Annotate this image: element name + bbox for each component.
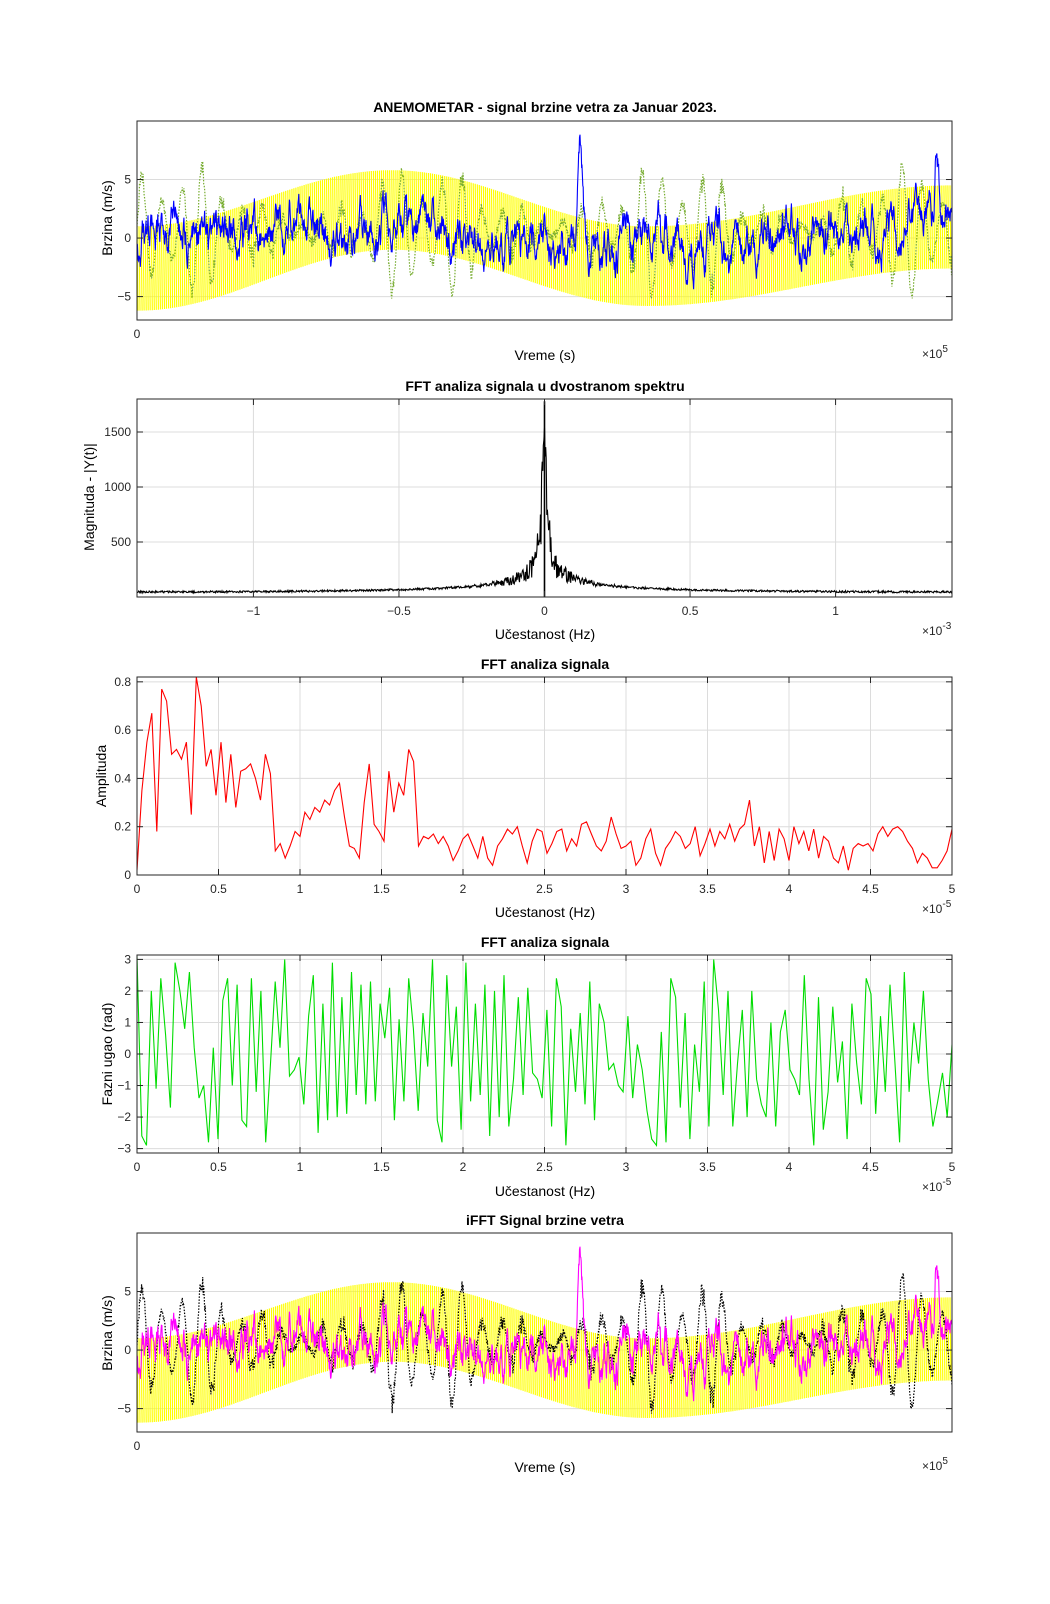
y-tick-label: 0.4 (114, 771, 131, 785)
x-axis-label: Učestanost (Hz) (495, 904, 595, 920)
y-tick-label: 0 (124, 1047, 131, 1061)
x-axis-label: Učestanost (Hz) (495, 1183, 595, 1199)
x-tick-label: 3 (623, 882, 630, 896)
axes-box (136, 1232, 953, 1433)
x-exponent-value: 5 (942, 1456, 948, 1467)
y-tick-label: 0 (124, 868, 131, 882)
x-tick-label: 0.5 (682, 604, 699, 618)
x-tick-label: 1 (297, 882, 304, 896)
x-tick-label: 4 (786, 882, 793, 896)
x-exponent-value: -3 (942, 621, 951, 632)
x-tick-label: 5 (949, 882, 956, 896)
dotted-series (137, 161, 952, 301)
x-tick-label: 1.5 (373, 882, 390, 896)
y-tick-label: 0 (124, 1343, 131, 1357)
x-exponent-label: ×10-3 (922, 621, 952, 638)
y-axis-label: Brzina (m/s) (99, 180, 115, 255)
x-exponent-label: ×105 (922, 1456, 948, 1473)
x-tick-label: 0 (134, 1439, 141, 1453)
y-tick-label: 1000 (104, 480, 131, 494)
x-tick-label: 1 (297, 1160, 304, 1174)
plot-area (137, 1246, 952, 1423)
x-exponent-value: -5 (942, 899, 951, 910)
x-exponent-value: 5 (942, 344, 948, 355)
x-axis-label: Vreme (s) (515, 347, 576, 363)
y-tick-label: −5 (117, 1402, 131, 1416)
y-tick-label: 0.8 (114, 675, 131, 689)
x-tick-label: −0.5 (387, 604, 411, 618)
x-tick-label: 0 (541, 604, 548, 618)
plot-fft-two-sided: FFT analiza signala u dvostranom spektru… (81, 378, 953, 642)
x-tick-label: 0 (134, 882, 141, 896)
y-tick-label: −2 (117, 1110, 131, 1124)
x-tick-label: 2 (460, 882, 467, 896)
x-tick-label: 5 (949, 1160, 956, 1174)
x-exponent-label: ×10-5 (922, 1177, 952, 1194)
y-axis-label: Magnituda - |Y(t)| (81, 443, 97, 551)
x-tick-label: 1.5 (373, 1160, 390, 1174)
x-exponent-label: ×10-5 (922, 899, 952, 916)
title: FFT analiza signala (481, 934, 610, 950)
main-series (137, 1246, 952, 1402)
x-tick-label: 3 (623, 1160, 630, 1174)
plot-fft-phase: FFT analiza signala Učestanost (Hz) Fazn… (99, 934, 956, 1199)
y-tick-label: 1500 (104, 425, 131, 439)
title: FFT analiza signala (481, 656, 610, 672)
x-exponent-value: -5 (942, 1177, 951, 1188)
y-tick-label: 5 (124, 173, 131, 187)
x-tick-label: 0 (134, 327, 141, 341)
plot-area (137, 134, 952, 311)
title: iFFT Signal brzine vetra (466, 1212, 624, 1228)
y-tick-label: 0.2 (114, 820, 131, 834)
y-tick-label: 0 (124, 231, 131, 245)
x-axis-label: Učestanost (Hz) (495, 626, 595, 642)
x-exponent-label: ×105 (922, 344, 948, 361)
title: FFT analiza signala u dvostranom spektru (405, 378, 684, 394)
axes-box (136, 120, 953, 321)
y-axis-label: Amplituda (93, 745, 109, 807)
x-tick-label: 0.5 (210, 1160, 227, 1174)
x-tick-label: 2.5 (536, 882, 553, 896)
x-tick-label: 2.5 (536, 1160, 553, 1174)
y-axis-label: Brzina (m/s) (99, 1295, 115, 1370)
amplitude-series (137, 677, 952, 871)
y-tick-label: −1 (117, 1079, 131, 1093)
x-tick-label: 2 (460, 1160, 467, 1174)
y-tick-label: 3 (124, 952, 131, 966)
phase-series (137, 956, 952, 1147)
y-axis-label: Fazni ugao (rad) (99, 1003, 115, 1106)
x-tick-label: 0.5 (210, 882, 227, 896)
y-tick-label: 5 (124, 1285, 131, 1299)
dotted-series (137, 1273, 952, 1414)
x-tick-label: 4 (786, 1160, 793, 1174)
plot-area (137, 401, 952, 597)
plot-ifft-signal: iFFT Signal brzine vetra Vreme (s) Brzin… (99, 1212, 953, 1475)
title: ANEMOMETAR - signal brzine vetra za Janu… (373, 99, 717, 115)
plot-area (137, 956, 952, 1147)
x-tick-label: 3.5 (699, 1160, 716, 1174)
y-tick-label: 1 (124, 1015, 131, 1029)
plot-fft-amplitude: FFT analiza signala Učestanost (Hz) Ampl… (93, 656, 956, 920)
y-tick-label: 500 (111, 535, 131, 549)
x-axis-label: Vreme (s) (515, 1459, 576, 1475)
x-tick-label: 4.5 (862, 1160, 879, 1174)
y-tick-label: −3 (117, 1142, 131, 1156)
x-tick-label: −1 (247, 604, 261, 618)
main-series (137, 134, 952, 290)
plot-area (137, 677, 952, 871)
plot-anemometer-signal: ANEMOMETAR - signal brzine vetra za Janu… (99, 99, 953, 363)
x-tick-label: 1 (832, 604, 839, 618)
y-tick-label: −5 (117, 290, 131, 304)
x-tick-label: 4.5 (862, 882, 879, 896)
x-tick-label: 0 (134, 1160, 141, 1174)
y-tick-label: 2 (124, 984, 131, 998)
x-tick-label: 3.5 (699, 882, 716, 896)
y-tick-label: 0.6 (114, 723, 131, 737)
